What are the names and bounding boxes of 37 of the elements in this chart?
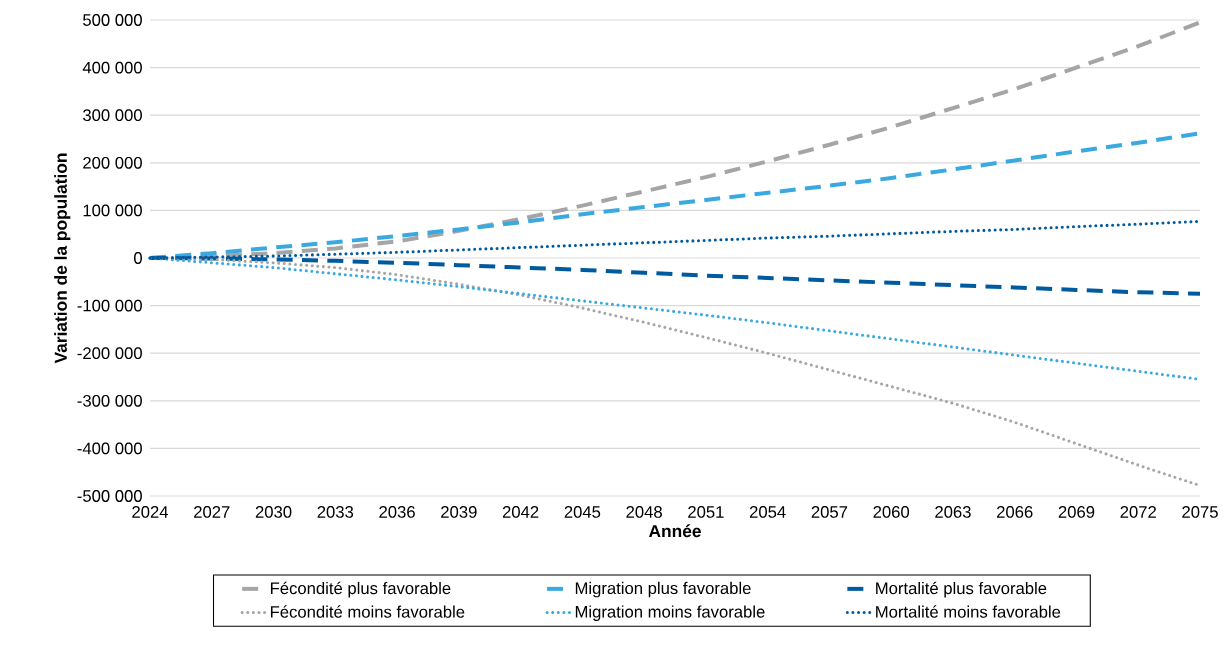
x-tick-label: 2042 [502,506,539,518]
x-tick-label: 2054 [749,506,786,518]
x-tick-label: 2024 [132,506,169,518]
x-tick-label: 2036 [379,506,415,518]
x-axis-title: Année [648,524,701,538]
x-tick-label: 2030 [255,506,292,518]
legend-label: Migration moins favorable [575,605,765,621]
x-tick-label: 2075 [1182,506,1218,518]
x-tick-label: 2072 [1120,506,1156,518]
y-tick-label: -500 000 [77,490,142,502]
legend-label: Mortalité plus favorable [876,581,1047,598]
x-tick-label: 2048 [626,506,662,518]
x-tick-label: 2033 [317,506,354,518]
y-tick-label: 300 000 [83,109,142,122]
x-tick-label: 2063 [935,506,971,518]
legend-label: Fécondité moins favorable [270,605,465,618]
y-tick-label: -100 000 [77,299,142,312]
y-tick-label: -400 000 [77,442,142,455]
x-tick-label: 2027 [194,506,230,518]
y-tick-label: 200 000 [83,156,142,169]
legend-label: Migration plus favorable [575,581,751,598]
x-tick-label: 2057 [811,506,848,518]
x-tick-label: 2045 [564,506,601,518]
x-tick-label: 2051 [688,506,724,518]
y-tick-label: 100 000 [83,204,142,217]
y-tick-label: 0 [134,252,142,264]
x-tick-label: 2039 [441,506,477,518]
y-tick-label: -300 000 [77,394,142,407]
legend-label: Fécondité plus favorable [270,581,451,598]
y-tick-label: 500 000 [83,14,142,26]
x-tick-label: 2060 [873,506,910,518]
x-tick-label: 2066 [997,506,1033,518]
x-tick-label: 2069 [1058,506,1095,518]
y-axis-title: Variation de la population [54,153,71,364]
y-tick-label: 400 000 [82,61,142,74]
legend-label: Mortalité moins favorable [876,605,1061,618]
y-tick-label: -200 000 [77,347,142,360]
